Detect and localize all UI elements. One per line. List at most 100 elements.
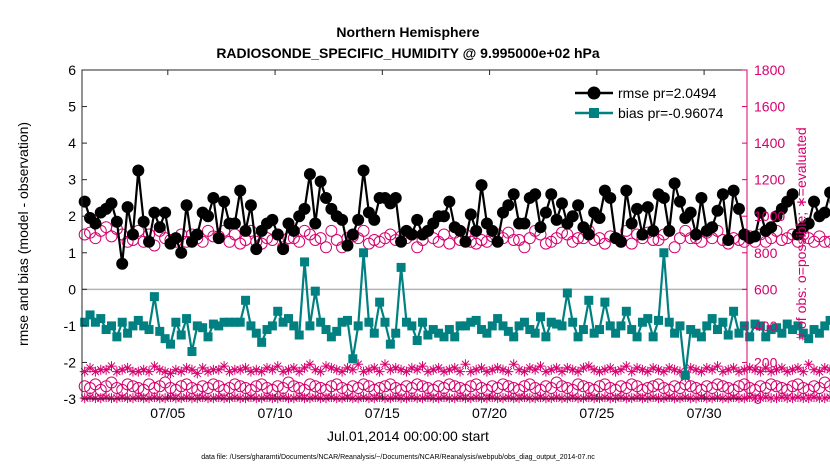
obs-evaluated-point	[213, 364, 224, 375]
rmse-point	[287, 224, 300, 237]
obs-possible-point	[325, 224, 338, 237]
obs-evaluated-point	[685, 393, 696, 404]
obs-evaluated-point	[304, 393, 315, 404]
obs-evaluated-point	[626, 366, 637, 377]
rmse-point	[389, 191, 402, 204]
obs-evaluated-point	[208, 393, 219, 404]
data-file-footer: data file: /Users/gharamti/Documents/NCA…	[201, 454, 595, 461]
obs-evaluated-point	[605, 362, 616, 373]
obs-evaluated-point	[154, 364, 165, 375]
obs-evaluated-point	[610, 393, 621, 404]
bias-point	[439, 332, 449, 342]
bias-point	[509, 332, 519, 342]
obs-evaluated-point	[717, 393, 728, 404]
obs-evaluated-point	[819, 362, 830, 373]
obs-evaluated-point	[117, 364, 128, 375]
rmse-point	[727, 184, 740, 197]
obs-evaluated-point	[691, 393, 702, 404]
bias-point	[198, 323, 208, 333]
obs-possible-point	[443, 237, 456, 250]
obs-evaluated-point	[197, 392, 208, 403]
y-left-tick-label: 3	[68, 172, 76, 188]
obs-evaluated-point	[79, 366, 90, 377]
obs-evaluated-point	[519, 392, 530, 403]
obs-evaluated-point	[256, 393, 267, 404]
rmse-point	[309, 217, 322, 230]
obs-evaluated-point	[321, 393, 332, 404]
obs-evaluated-point	[278, 366, 289, 377]
obs-evaluated-point	[632, 392, 643, 403]
obs-evaluated-point	[599, 392, 610, 403]
x-tick-label: 07/10	[258, 405, 293, 421]
bias-point	[289, 321, 299, 331]
obs-evaluated-point	[186, 364, 197, 375]
bias-point	[359, 248, 369, 258]
obs-evaluated-point	[412, 393, 423, 404]
y-right-tick-label: 400	[754, 318, 778, 334]
obs-evaluated-point	[626, 393, 637, 404]
obs-evaluated-point	[589, 364, 600, 375]
obs-evaluated-point	[111, 366, 122, 377]
obs-possible-point	[824, 235, 830, 248]
obs-evaluated-point	[347, 364, 358, 375]
bias-point	[530, 328, 540, 338]
bias-point	[305, 321, 315, 331]
obs-evaluated-point	[599, 364, 610, 375]
x-tick-label: 07/05	[150, 405, 185, 421]
bias-point	[182, 314, 192, 324]
obs-evaluated-point	[326, 392, 337, 403]
obs-possible-point	[78, 228, 91, 241]
obs-evaluated-point	[696, 366, 707, 377]
y-left-tick-label: -1	[64, 318, 77, 334]
obs-evaluated-point	[149, 392, 160, 403]
series-rmse-pr-2-0494	[78, 164, 830, 270]
rmse-point	[411, 213, 424, 226]
rmse-point	[684, 206, 697, 219]
rmse-point	[631, 202, 644, 215]
obs-evaluated-point	[310, 364, 321, 375]
bias-point	[691, 328, 701, 338]
bias-point	[192, 321, 202, 331]
bias-point	[659, 248, 669, 258]
obs-evaluated-point	[235, 393, 246, 404]
obs-possible-point	[539, 380, 552, 393]
rmse-point	[614, 235, 627, 248]
bias-point	[573, 332, 583, 342]
rmse-point	[121, 201, 134, 214]
obs-possible-point	[518, 241, 531, 254]
obs-evaluated-point	[192, 393, 203, 404]
obs-evaluated-point	[358, 392, 369, 403]
rmse-point	[395, 235, 408, 248]
obs-evaluated-point	[278, 392, 289, 403]
obs-evaluated-point	[755, 366, 766, 377]
bias-point	[788, 325, 798, 335]
obs-evaluated-point	[144, 366, 155, 377]
bias-point	[723, 330, 733, 340]
obs-possible-point	[416, 380, 429, 393]
y-left-tick-label: -2	[64, 354, 77, 370]
bias-point	[160, 334, 170, 344]
obs-evaluated-point	[331, 393, 342, 404]
obs-evaluated-point	[444, 393, 455, 404]
rmse-point	[620, 184, 633, 197]
rmse-point	[207, 191, 220, 204]
obs-evaluated-point	[578, 393, 589, 404]
y-right-tick-label: 1000	[754, 208, 785, 224]
rmse-point	[105, 197, 118, 210]
obs-evaluated-point	[556, 393, 567, 404]
obs-evaluated-point	[814, 393, 825, 404]
bias-point	[149, 292, 159, 302]
y-right-tick-label: 200	[754, 354, 778, 370]
x-tick-label: 07/25	[579, 405, 614, 421]
bias-point	[825, 315, 830, 325]
bias-point	[696, 332, 706, 342]
obs-evaluated-point	[315, 393, 326, 404]
bias-point	[96, 314, 106, 324]
bias-point	[364, 317, 374, 327]
obs-evaluated-point	[455, 366, 466, 377]
obs-evaluated-point	[428, 393, 439, 404]
rmse-point	[673, 195, 686, 208]
rmse-point	[89, 217, 102, 230]
obs-evaluated-point	[503, 392, 514, 403]
bias-point	[536, 312, 546, 322]
